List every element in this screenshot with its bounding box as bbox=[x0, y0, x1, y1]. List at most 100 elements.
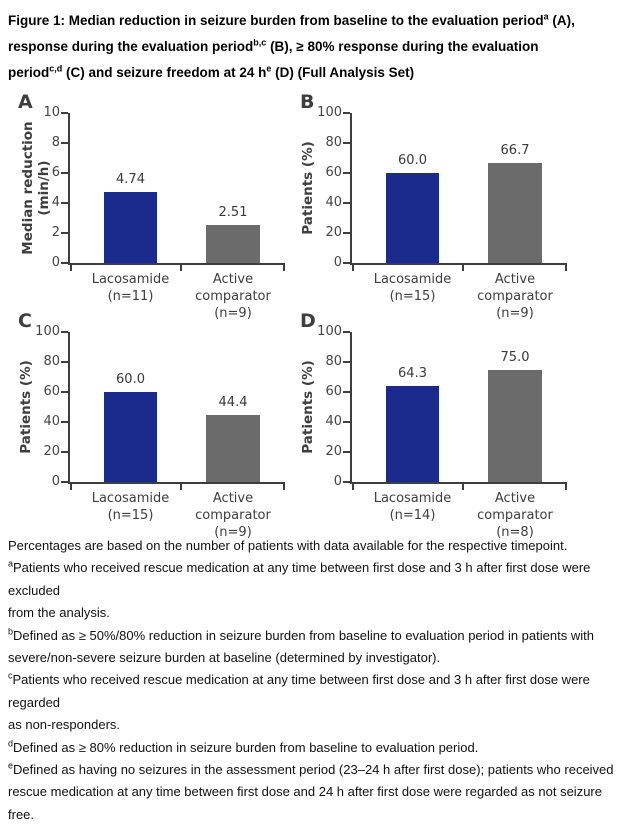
x-tick-mark bbox=[462, 484, 464, 490]
footnote-line: aPatients who received rescue medication… bbox=[8, 557, 630, 624]
bar-lacosamide bbox=[386, 385, 439, 482]
y-tick-label: 60 bbox=[43, 384, 60, 399]
y-tick-mark bbox=[61, 361, 68, 363]
y-tick-mark bbox=[61, 421, 68, 423]
y-tick-label: 0 bbox=[333, 255, 342, 270]
x-category-label: Active comparator (n=9) bbox=[477, 272, 553, 321]
bar-lacosamide bbox=[104, 191, 157, 263]
y-tick-mark bbox=[61, 451, 68, 453]
x-tick-mark bbox=[565, 265, 567, 271]
y-tick-mark bbox=[343, 481, 350, 483]
x-tick-mark bbox=[462, 265, 464, 271]
y-tick-label: 10 bbox=[43, 105, 60, 120]
x-tick-mark bbox=[180, 484, 182, 490]
footnote-marker: a bbox=[8, 559, 14, 570]
y-tick-mark bbox=[343, 361, 350, 363]
x-category-label: Lacosamide (n=15) bbox=[91, 491, 170, 523]
footnote-line: cPatients who received rescue medication… bbox=[8, 669, 630, 736]
x-tick-mark bbox=[283, 265, 285, 271]
y-tick-label: 40 bbox=[325, 195, 342, 210]
plot-area: Patients (%) 0 20 40 60 80 100 60.0 Lacosamide (… bbox=[300, 105, 567, 321]
y-tick-label: 40 bbox=[325, 414, 342, 429]
y-tick-mark bbox=[343, 421, 350, 423]
footnote-text: Defined as having no seizures in the ass… bbox=[8, 762, 614, 822]
footnote-text: Patients who received rescue medication … bbox=[8, 560, 591, 621]
y-tick-mark bbox=[61, 142, 68, 144]
y-tick-mark bbox=[61, 331, 68, 333]
x-tick-mark bbox=[352, 265, 354, 271]
y-tick-mark bbox=[343, 262, 350, 264]
y-tick-label: 80 bbox=[43, 354, 60, 369]
y-tick-mark bbox=[61, 391, 68, 393]
title-text: (B), ≥ 80% response during the evaluatio… bbox=[266, 39, 539, 54]
y-tick-mark bbox=[343, 172, 350, 174]
y-tick-mark bbox=[343, 391, 350, 393]
title-text: (C) and seizure freedom at 24 h bbox=[62, 65, 267, 80]
y-tick-label: 8 bbox=[51, 135, 60, 150]
y-tick-mark bbox=[61, 172, 68, 174]
footnote-text: Defined as ≥ 80% reduction in seizure bu… bbox=[13, 739, 479, 755]
y-tick-label: 40 bbox=[43, 414, 60, 429]
charts-grid: A Median reduction (min/h) 0 2 4 6 8 10 4.74 Laco… bbox=[12, 91, 576, 540]
y-tick-label: 4 bbox=[51, 195, 60, 210]
x-tick-mark bbox=[352, 484, 354, 490]
y-tick-label: 20 bbox=[43, 444, 60, 459]
title-text: response during the evaluation period bbox=[8, 39, 254, 54]
bar-comparator bbox=[488, 369, 542, 482]
title-superscript: a bbox=[543, 11, 549, 22]
panel-letter: A bbox=[18, 91, 33, 113]
panel-c: C Patients (%) 0 20 40 60 80 100 60.0 Lacosamide … bbox=[12, 310, 294, 540]
y-tick-mark bbox=[61, 232, 68, 234]
footnote-line: dDefined as ≥ 80% reduction in seizure b… bbox=[8, 737, 630, 759]
x-category-label: Lacosamide (n=11) bbox=[91, 272, 170, 304]
plot-area: Patients (%) 0 20 40 60 80 100 60.0 Lacosamide (… bbox=[18, 324, 285, 540]
y-tick-label: 100 bbox=[317, 324, 342, 339]
bar-value-label: 66.7 bbox=[500, 142, 530, 158]
y-tick-label: 2 bbox=[51, 225, 60, 240]
y-axis-label: Patients (%) bbox=[300, 360, 316, 454]
y-tick-mark bbox=[343, 331, 350, 333]
panel-d: D Patients (%) 0 20 40 60 80 100 64.3 Lacosamide … bbox=[294, 310, 576, 540]
y-tick-label: 60 bbox=[325, 165, 342, 180]
bar-value-label: 60.0 bbox=[116, 372, 145, 387]
x-tick-mark bbox=[283, 484, 285, 490]
title-text: period bbox=[8, 65, 50, 80]
y-tick-label: 20 bbox=[325, 444, 342, 459]
title-superscript: b,c bbox=[253, 37, 267, 48]
footnote-marker: b bbox=[8, 626, 14, 637]
footnote-text: Defined as ≥ 50%/80% reduction in seizur… bbox=[8, 627, 594, 666]
footnote-line: eDefined as having no seizures in the as… bbox=[8, 759, 630, 826]
panel-letter: B bbox=[300, 91, 315, 113]
x-category-label: Active comparator (n=9) bbox=[195, 491, 271, 540]
figure-title: Figure 1: Median reduction in seizure bu… bbox=[8, 8, 626, 86]
y-tick-label: 20 bbox=[325, 225, 342, 240]
x-tick-mark bbox=[565, 484, 567, 490]
y-tick-mark bbox=[343, 142, 350, 144]
y-tick-label: 6 bbox=[51, 165, 60, 180]
bar-value-label: 2.51 bbox=[218, 205, 248, 221]
bar-value-label: 44.4 bbox=[218, 395, 248, 411]
y-tick-mark bbox=[61, 112, 68, 114]
y-tick-mark bbox=[343, 202, 350, 204]
y-tick-label: 60 bbox=[325, 384, 342, 399]
y-tick-mark bbox=[343, 112, 350, 114]
panel-letter: C bbox=[18, 310, 32, 332]
y-axis-label: Patients (%) bbox=[300, 141, 316, 235]
footnote-text: Percentages are based on the number of p… bbox=[8, 538, 568, 553]
plot-area: Patients (%) 0 20 40 60 80 100 64.3 Lacosamide (… bbox=[300, 324, 567, 540]
y-tick-label: 80 bbox=[325, 354, 342, 369]
y-tick-label: 100 bbox=[35, 324, 60, 339]
bar-value-label: 60.0 bbox=[398, 153, 427, 168]
footnote-line: Percentages are based on the number of p… bbox=[8, 535, 630, 557]
y-tick-mark bbox=[61, 202, 68, 204]
y-tick-label: 0 bbox=[333, 474, 342, 489]
bar-value-label: 4.74 bbox=[116, 171, 145, 187]
panel-letter: D bbox=[300, 310, 316, 332]
footnote-text: Patients who received rescue medication … bbox=[8, 672, 590, 733]
y-tick-label: 80 bbox=[325, 135, 342, 150]
x-category-label: Lacosamide (n=14) bbox=[373, 491, 452, 523]
y-tick-mark bbox=[61, 481, 68, 483]
footnotes: Percentages are based on the number of p… bbox=[8, 535, 630, 826]
x-category-label: Active comparator (n=8) bbox=[477, 491, 553, 540]
panel-b: B Patients (%) 0 20 40 60 80 100 60.0 Lacosamide … bbox=[294, 91, 576, 321]
